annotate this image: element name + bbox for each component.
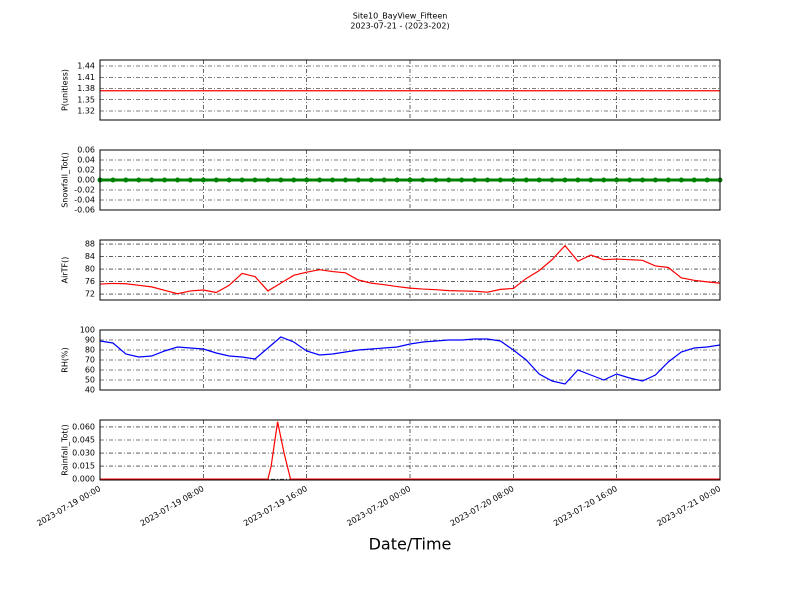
y-tick-label: 0.045 (72, 436, 95, 445)
data-point (485, 177, 490, 183)
data-point (497, 177, 503, 183)
data-point (213, 177, 219, 183)
data-point (175, 177, 180, 183)
chart-subtitle: 2023-07-21 - (2023-202) (350, 22, 449, 31)
y-tick-label: 72 (85, 290, 95, 299)
data-line (100, 421, 720, 480)
data-point (265, 177, 271, 183)
data-point (226, 177, 232, 183)
data-point (200, 177, 206, 183)
data-point (355, 177, 361, 183)
y-tick-label: 0.02 (77, 166, 95, 175)
y-tick-label: 60 (85, 366, 95, 375)
data-point (407, 177, 413, 183)
data-point (523, 177, 529, 183)
data-line (99, 336, 721, 385)
data-point (652, 177, 658, 183)
y-tick-label: 84 (85, 252, 95, 261)
y-tick-label: 100 (80, 326, 95, 335)
data-point (342, 177, 348, 183)
data-point (549, 177, 555, 183)
axes-frame (99, 149, 721, 211)
data-point (123, 177, 129, 183)
data-line (99, 244, 721, 295)
y-axis-label: Rainfall_Tot() (61, 424, 70, 476)
y-tick-label: 70 (85, 356, 95, 365)
axes-frame (99, 59, 721, 121)
y-tick-label: -0.04 (74, 196, 95, 205)
data-point (704, 177, 710, 183)
y-tick-label: 0.04 (77, 156, 95, 165)
data-point (304, 177, 310, 183)
y-axis-label: P(unitless) (61, 69, 70, 111)
y-tick-label: 0.030 (72, 449, 95, 458)
data-point (110, 177, 116, 183)
data-point (665, 177, 671, 183)
data-point (691, 177, 697, 183)
y-tick-label: 1.35 (77, 95, 95, 104)
data-point (433, 177, 439, 183)
y-tick-label: -0.02 (74, 186, 95, 195)
data-point (510, 177, 516, 183)
data-point (420, 177, 426, 183)
y-tick-label: 1.41 (77, 73, 95, 82)
y-tick-label: 90 (85, 336, 95, 345)
y-tick-label: 40 (85, 386, 95, 395)
data-point (678, 177, 684, 183)
data-point (278, 177, 284, 183)
y-tick-label: 0.000 (72, 475, 95, 484)
data-point (640, 177, 645, 183)
y-tick-label: 0.015 (72, 462, 95, 471)
data-point (446, 177, 452, 183)
axes-frame (99, 329, 721, 391)
data-point (149, 177, 155, 183)
data-point (136, 177, 142, 183)
data-point (187, 177, 193, 183)
data-point (317, 177, 323, 183)
y-axis-label: AirTF() (61, 257, 70, 284)
y-tick-label: 80 (85, 265, 95, 274)
y-tick-label: 1.38 (77, 84, 95, 93)
data-point (368, 177, 374, 183)
y-tick-label: 76 (85, 277, 95, 286)
data-point (239, 177, 245, 183)
y-tick-label: 1.44 (77, 62, 95, 71)
y-tick-label: 0.00 (77, 176, 95, 185)
data-point (162, 177, 168, 183)
x-axis-label: Date/Time (369, 535, 452, 554)
data-point (627, 177, 633, 183)
y-axis-label: RH(%) (61, 347, 70, 372)
data-point (562, 177, 568, 183)
data-point (459, 177, 465, 183)
data-point (614, 177, 620, 183)
axes-frame (99, 419, 721, 481)
data-point (394, 177, 400, 183)
data-point (291, 177, 297, 183)
y-axis-label: Snowfall_Tot() (61, 152, 70, 208)
y-tick-label: 0.060 (72, 422, 95, 431)
axes-frame (99, 239, 721, 301)
chart-title: Site10_BayView_Fifteen (353, 12, 448, 21)
y-tick-label: -0.06 (74, 206, 95, 215)
data-point (588, 177, 594, 183)
data-point (330, 177, 335, 183)
data-point (536, 177, 542, 183)
y-tick-label: 1.32 (77, 107, 95, 116)
y-tick-label: 50 (85, 376, 95, 385)
data-point (575, 177, 581, 183)
data-point (601, 177, 607, 183)
y-tick-label: 0.06 (77, 146, 95, 155)
data-point (472, 177, 478, 183)
data-point (381, 177, 387, 183)
y-tick-label: 80 (85, 346, 95, 355)
y-tick-label: 88 (85, 240, 95, 249)
data-point (252, 177, 258, 183)
